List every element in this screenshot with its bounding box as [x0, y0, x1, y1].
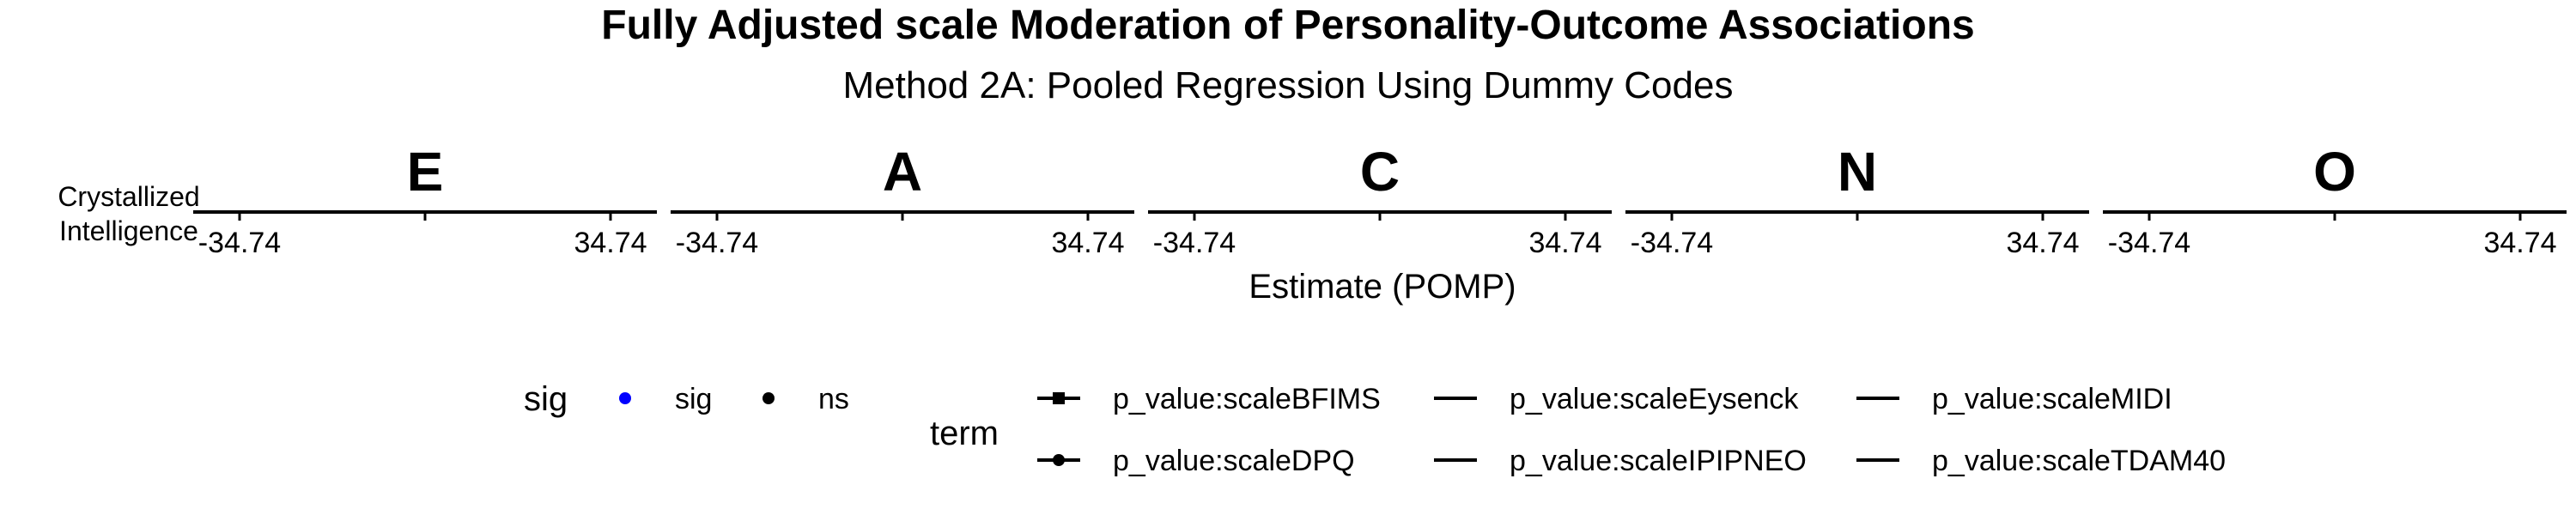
legend-term-label: p_value:scaleMIDI: [1932, 383, 2172, 415]
facet-panel-E: E -34.74 34.74: [193, 141, 657, 259]
legend-term-label: p_value:scaleBFIMS: [1113, 383, 1381, 415]
legend-sig-label: ns: [818, 383, 849, 415]
row-label-line-2: Intelligence: [59, 215, 198, 246]
legend-sig-key: [762, 392, 775, 404]
x-tick-label: -34.74: [1153, 227, 1236, 259]
legend-term-title: term: [930, 415, 999, 452]
x-tick-label: 34.74: [2483, 227, 2556, 259]
legend-sig-key: [619, 392, 631, 404]
x-tick-label: -34.74: [198, 227, 281, 259]
legend-sig-label: sig: [675, 383, 712, 415]
chart-title: Fully Adjusted scale Moderation of Perso…: [601, 3, 1974, 48]
x-tick-label: -34.74: [2108, 227, 2190, 259]
x-axis-label: Estimate (POMP): [1249, 268, 1516, 306]
x-tick-label: 34.74: [574, 227, 647, 259]
legend-term-label: p_value:scaleEysenck: [1510, 383, 1799, 415]
facet-panel-O: O -34.74 34.74: [2103, 141, 2567, 259]
facet-strip-label: E: [407, 141, 444, 203]
legend-term-key: [1037, 392, 1080, 404]
facet-panel-A: A -34.74 34.74: [671, 141, 1134, 259]
facet-panel-C: C -34.74 34.74: [1148, 141, 1612, 259]
facet-strip-label: N: [1838, 141, 1877, 203]
facet-strip-label: O: [2313, 141, 2356, 203]
x-tick-label: -34.74: [1631, 227, 1713, 259]
facet-panels: E -34.74 34.74 A -34.74 34.74 C -34.74 34.74 N -34…: [193, 141, 2567, 259]
legend-term-key: [1037, 454, 1080, 466]
x-tick-label: 34.74: [1528, 227, 1601, 259]
facet-strip-label: C: [1360, 141, 1400, 203]
facet-panel-N: N -34.74 34.74: [1625, 141, 2089, 259]
x-tick-label: 34.74: [1051, 227, 1124, 259]
chart-subtitle: Method 2A: Pooled Regression Using Dummy…: [843, 64, 1734, 106]
x-tick-label: -34.74: [676, 227, 758, 259]
legend-sig-title: sig: [524, 380, 568, 418]
legend-term-label: p_value:scaleDPQ: [1113, 445, 1355, 477]
facet-strip-label: A: [883, 141, 922, 203]
row-label-line-1: Crystallized: [58, 181, 199, 212]
x-tick-label: 34.74: [2006, 227, 2079, 259]
row-label: Crystallized Intelligence: [58, 181, 199, 246]
legend-term-label: p_value:scaleIPIPNEO: [1510, 445, 1807, 477]
legend-term-label: p_value:scaleTDAM40: [1932, 445, 2226, 477]
legend: sig sig ns term p_value:scaleBFIMS p_value:sc…: [524, 380, 2226, 477]
